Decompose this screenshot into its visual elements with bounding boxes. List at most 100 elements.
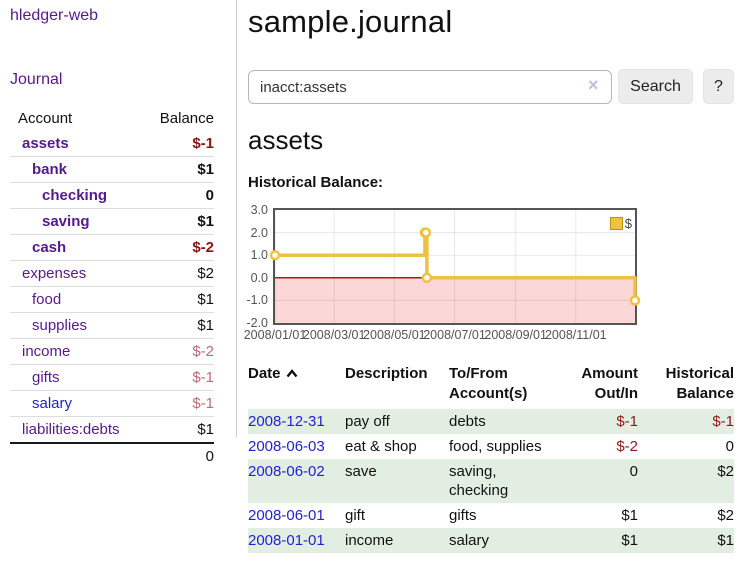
register-amount: $1 xyxy=(621,507,638,524)
sidebar-accounts-table: Account Balance assets $-1 bank $1 checking 0… xyxy=(10,106,214,469)
register-row: 2008-06-02 save saving, checking 0 $2 xyxy=(248,459,734,503)
x-axis-tick-label: 2008/03/01 xyxy=(302,328,366,342)
register-table: Date Description To/From Account(s) Amou… xyxy=(248,362,734,553)
sidebar-account-balance: $-1 xyxy=(146,390,214,417)
register-description: pay off xyxy=(345,413,390,430)
register-accounts: gifts xyxy=(449,507,477,524)
register-amount: $-2 xyxy=(616,438,638,455)
register-balance: 0 xyxy=(725,438,734,455)
sidebar-account-link[interactable]: gifts xyxy=(32,369,60,386)
tofrom-column-header: To/From Account(s) xyxy=(449,365,528,402)
register-description: eat & shop xyxy=(345,438,417,455)
sidebar-account-link[interactable]: checking xyxy=(42,187,108,204)
y-axis-tick-label: -2.0 xyxy=(246,316,268,330)
sidebar-account-link[interactable]: assets xyxy=(22,135,69,152)
sidebar-divider xyxy=(236,0,237,437)
sidebar-accounts-header-row: Account Balance xyxy=(10,106,214,131)
sidebar-account-row: cash $-2 xyxy=(10,234,214,261)
sidebar-item-journal[interactable]: Journal xyxy=(10,71,63,88)
register-description: income xyxy=(345,532,394,549)
register-header-row: Date Description To/From Account(s) Amou… xyxy=(248,362,734,409)
amount-column-header: Amount Out/In xyxy=(581,365,638,402)
y-axis-tick-label: -1.0 xyxy=(246,293,268,308)
register-row: 2008-01-01 income salary $1 $1 xyxy=(248,528,734,553)
register-date-link[interactable]: 2008-12-31 xyxy=(248,413,325,430)
sidebar-account-link[interactable]: expenses xyxy=(22,265,87,282)
sidebar-account-link[interactable]: supplies xyxy=(32,317,88,334)
register-amount: $1 xyxy=(621,532,638,549)
date-column-header[interactable]: Date xyxy=(248,362,345,409)
sidebar-account-row: income $-2 xyxy=(10,338,214,365)
register-row: 2008-06-03 eat & shop food, supplies $-2 0 xyxy=(248,434,734,459)
sidebar-account-balance: $1 xyxy=(146,312,214,339)
sidebar-account-link[interactable]: income xyxy=(22,343,71,360)
sidebar-account-balance: $1 xyxy=(146,156,214,183)
register-date-link[interactable]: 2008-06-03 xyxy=(248,438,325,455)
y-axis-tick-label: 1.0 xyxy=(250,248,268,263)
sidebar-account-row: assets $-1 xyxy=(10,131,214,157)
sidebar-account-link[interactable]: food xyxy=(32,291,62,308)
sidebar-account-link[interactable]: bank xyxy=(32,161,68,178)
register-balance: $-1 xyxy=(712,413,734,430)
register-date-link[interactable]: 2008-01-01 xyxy=(248,532,325,549)
search-button[interactable]: Search xyxy=(618,69,693,104)
account-column-header: Account xyxy=(18,110,73,127)
account-heading: assets xyxy=(248,125,324,155)
sidebar-account-row: supplies $1 xyxy=(10,312,214,339)
search-input[interactable] xyxy=(248,70,612,104)
legend-swatch-icon xyxy=(609,217,623,230)
x-axis-tick-label: 2008/09/01 xyxy=(484,328,547,342)
register-balance: $2 xyxy=(717,507,734,524)
register-accounts: saving, checking xyxy=(449,463,509,499)
sidebar-account-row: expenses $2 xyxy=(10,260,214,287)
register-body: 2008-12-31 pay off debts $-1 $-1 2008-06-03 ea… xyxy=(248,409,734,553)
sidebar-account-balance: $-2 xyxy=(146,234,214,261)
sidebar-account-row: salary $-1 xyxy=(10,390,214,417)
sidebar-account-link[interactable]: salary xyxy=(32,395,73,412)
sidebar-account-row: liabilities:debts $1 xyxy=(10,416,214,443)
sidebar-account-link[interactable]: liabilities:debts xyxy=(22,421,120,438)
sidebar-account-balance: $-1 xyxy=(192,135,214,152)
sidebar-account-balance: $1 xyxy=(146,286,214,313)
register-description: gift xyxy=(345,507,366,524)
sidebar-account-balance: $1 xyxy=(146,208,214,235)
register-date-link[interactable]: 2008-06-02 xyxy=(248,463,325,480)
sidebar-account-balance: $-2 xyxy=(146,338,214,365)
clear-search-icon[interactable]: × xyxy=(588,75,599,95)
sidebar-total-row: 0 xyxy=(10,442,214,469)
sidebar-account-row: food $1 xyxy=(10,286,214,313)
sidebar-account-balance: 0 xyxy=(146,182,214,209)
sidebar-accounts-body: assets $-1 bank $1 checking 0 saving $1 cash $-2 e… xyxy=(10,131,214,469)
register-amount: 0 xyxy=(629,463,638,480)
register-date-link[interactable]: 2008-06-01 xyxy=(248,507,325,524)
y-axis-tick-label: 0.0 xyxy=(250,270,268,285)
balance-chart-canvas xyxy=(269,210,641,323)
x-axis-tick-label: 2008/05/01 xyxy=(363,328,426,342)
register-balance: $2 xyxy=(717,463,734,480)
sidebar-account-balance: $2 xyxy=(146,260,214,287)
chart-title: Historical Balance: xyxy=(248,174,384,191)
x-axis-tick-label: 2008/11/01 xyxy=(544,328,607,342)
register-balance: $1 xyxy=(717,532,734,549)
y-axis-tick-label: 2.0 xyxy=(250,225,268,240)
sort-ascending-icon xyxy=(286,369,297,378)
sidebar-account-link[interactable]: saving xyxy=(42,213,90,230)
sidebar-account-row: bank $1 xyxy=(10,156,214,183)
chart-legend: $ xyxy=(609,216,632,231)
x-axis-tick-label: 2008/07/01 xyxy=(423,328,486,342)
sidebar-account-row: saving $1 xyxy=(10,208,214,235)
brand-link[interactable]: hledger-web xyxy=(10,7,99,24)
sidebar-total-balance: 0 xyxy=(146,442,214,469)
balance-column-header-register: Historical Balance xyxy=(665,365,734,402)
balance-column-header: Balance xyxy=(159,110,214,127)
description-column-header: Description xyxy=(345,365,428,382)
page-title: sample.journal xyxy=(248,4,453,39)
register-row: 2008-12-31 pay off debts $-1 $-1 xyxy=(248,409,734,434)
sidebar-account-row: gifts $-1 xyxy=(10,364,214,391)
sidebar-account-balance: $-1 xyxy=(146,364,214,391)
sidebar-account-link[interactable]: cash xyxy=(32,239,67,256)
x-axis-tick-label: 2008/01/01 xyxy=(243,328,307,342)
help-button[interactable]: ? xyxy=(703,69,734,104)
register-description: save xyxy=(345,463,377,480)
